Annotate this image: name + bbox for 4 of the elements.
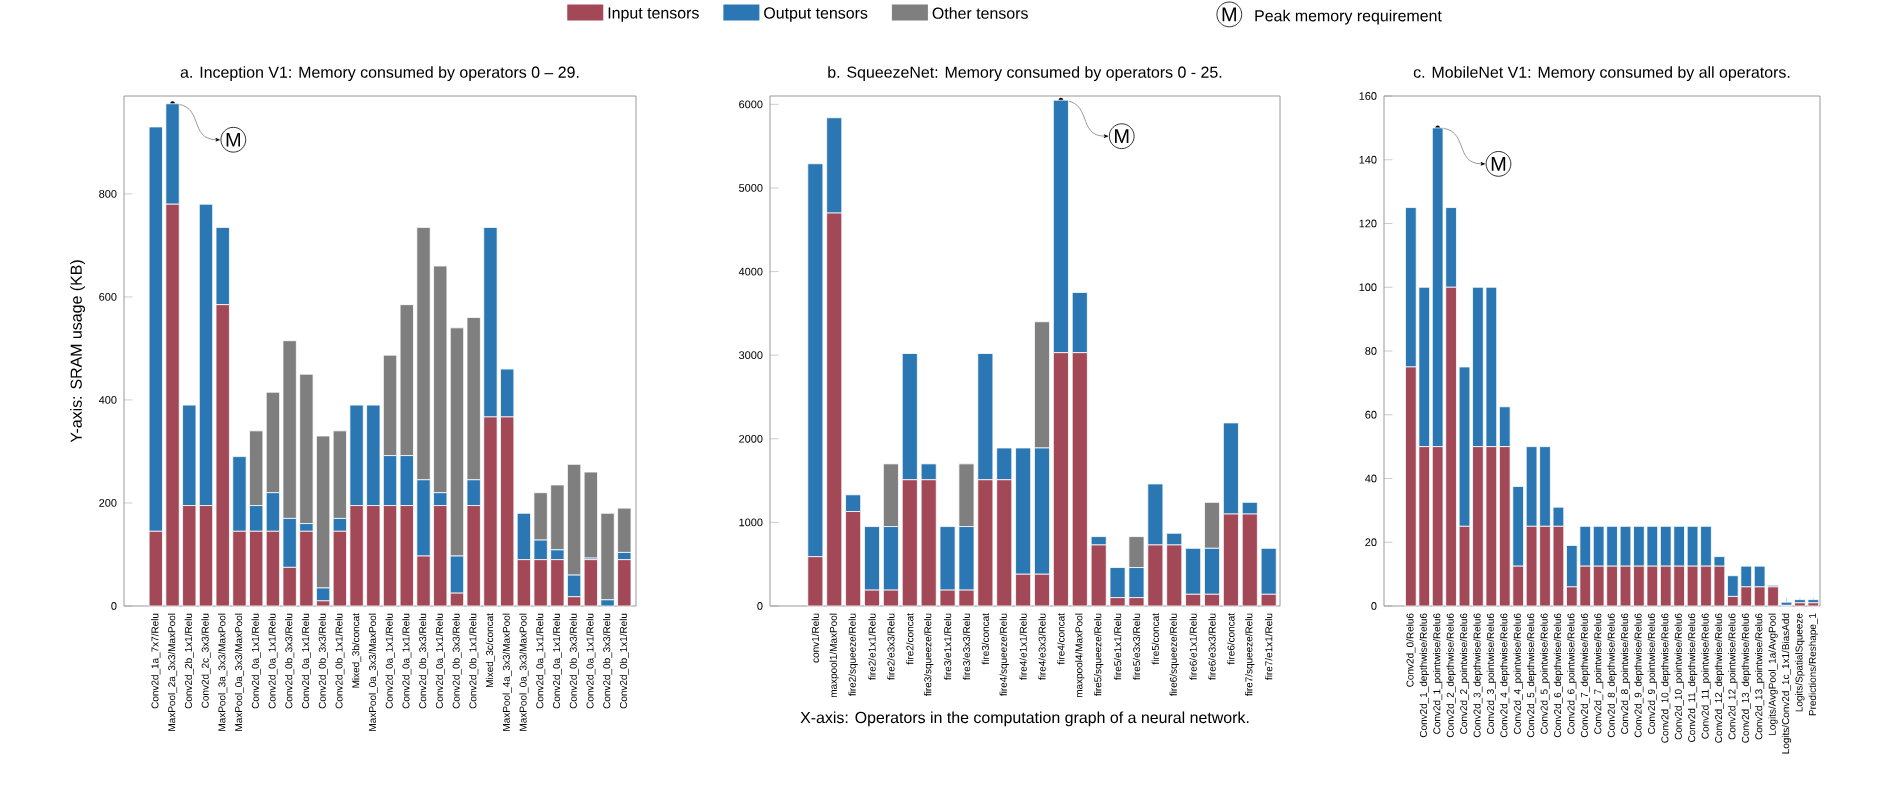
annotation: M	[226, 132, 240, 147]
annotation: M	[1115, 129, 1129, 144]
text: M	[1222, 7, 1236, 22]
annotation: M	[1491, 157, 1506, 171]
